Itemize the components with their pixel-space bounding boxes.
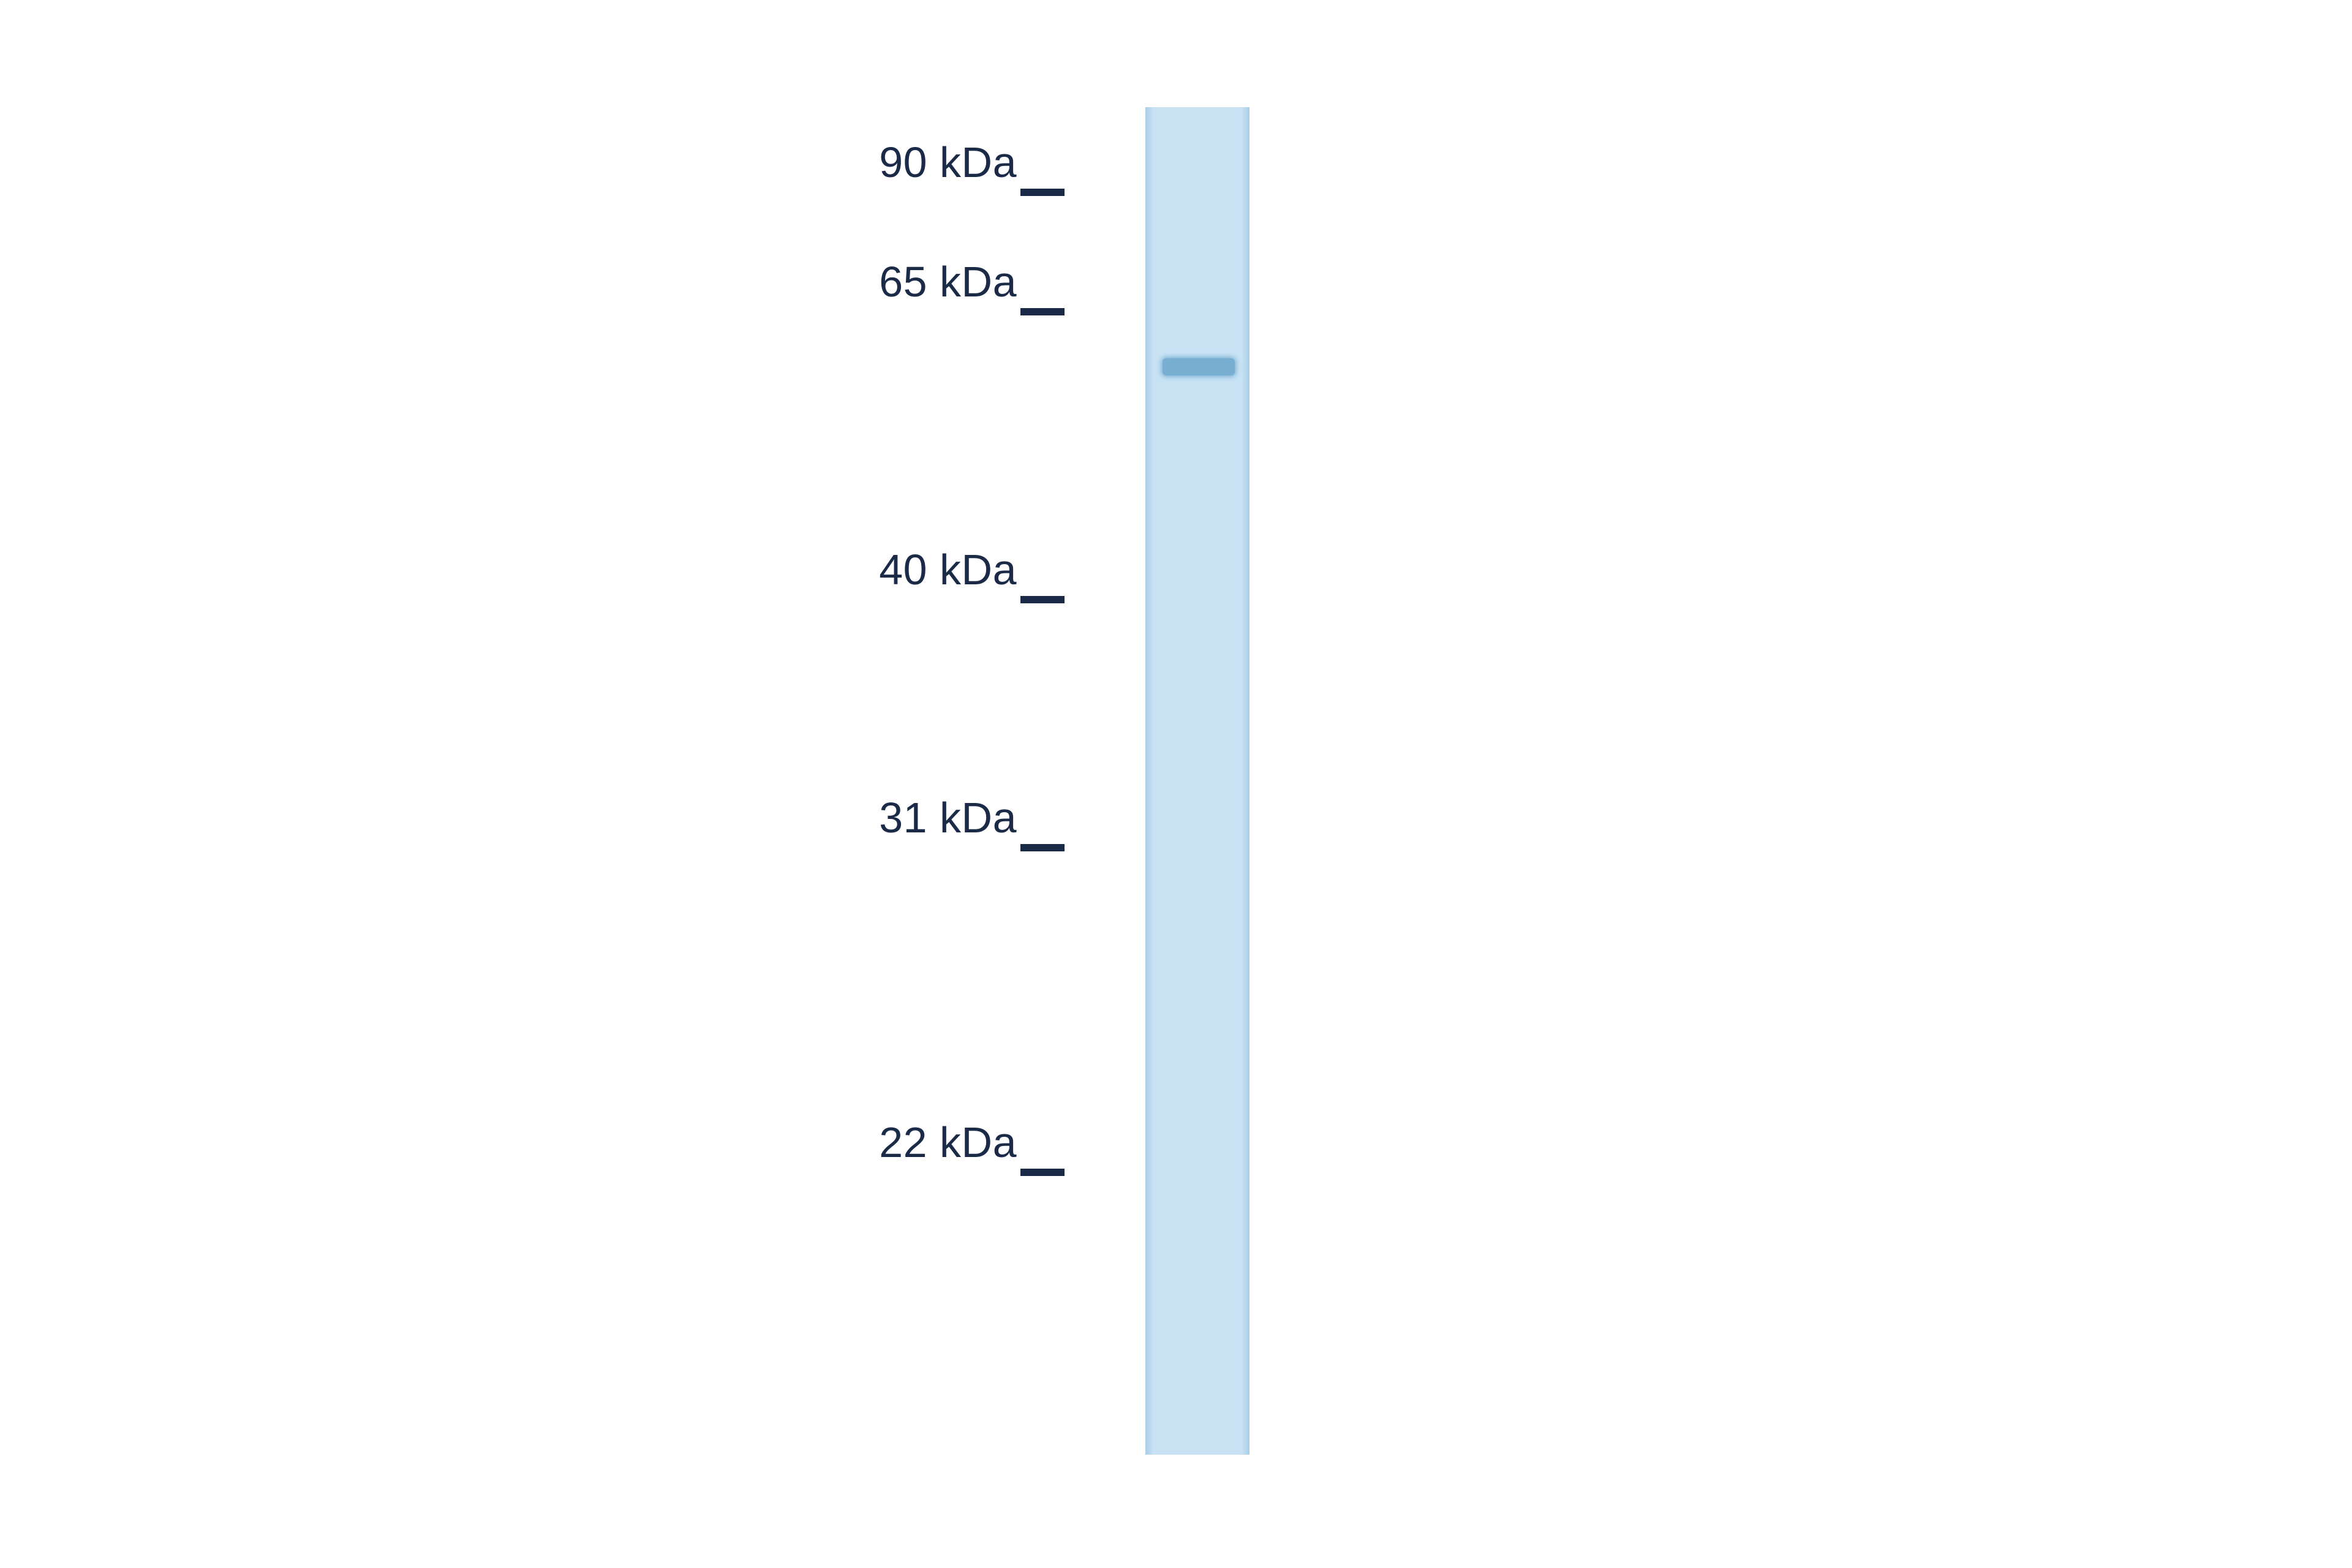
ladder-marker-tick	[1020, 844, 1065, 851]
ladder-marker-label: 31 kDa	[0, 793, 1017, 842]
ladder-marker-label: 22 kDa	[0, 1118, 1017, 1167]
ladder-marker-tick	[1020, 1169, 1065, 1176]
blot-canvas: 90 kDa 65 kDa 40 kDa 31 kDa 22 kDa	[0, 0, 2352, 1568]
ladder-marker-tick	[1020, 308, 1065, 315]
blot-band-0	[1163, 358, 1235, 375]
ladder-marker-tick	[1020, 596, 1065, 603]
ladder-marker-tick	[1020, 189, 1065, 196]
blot-lane	[1145, 107, 1250, 1455]
ladder-marker-label: 40 kDa	[0, 545, 1017, 594]
ladder-marker-label: 65 kDa	[0, 257, 1017, 306]
ladder-marker-label: 90 kDa	[0, 138, 1017, 187]
